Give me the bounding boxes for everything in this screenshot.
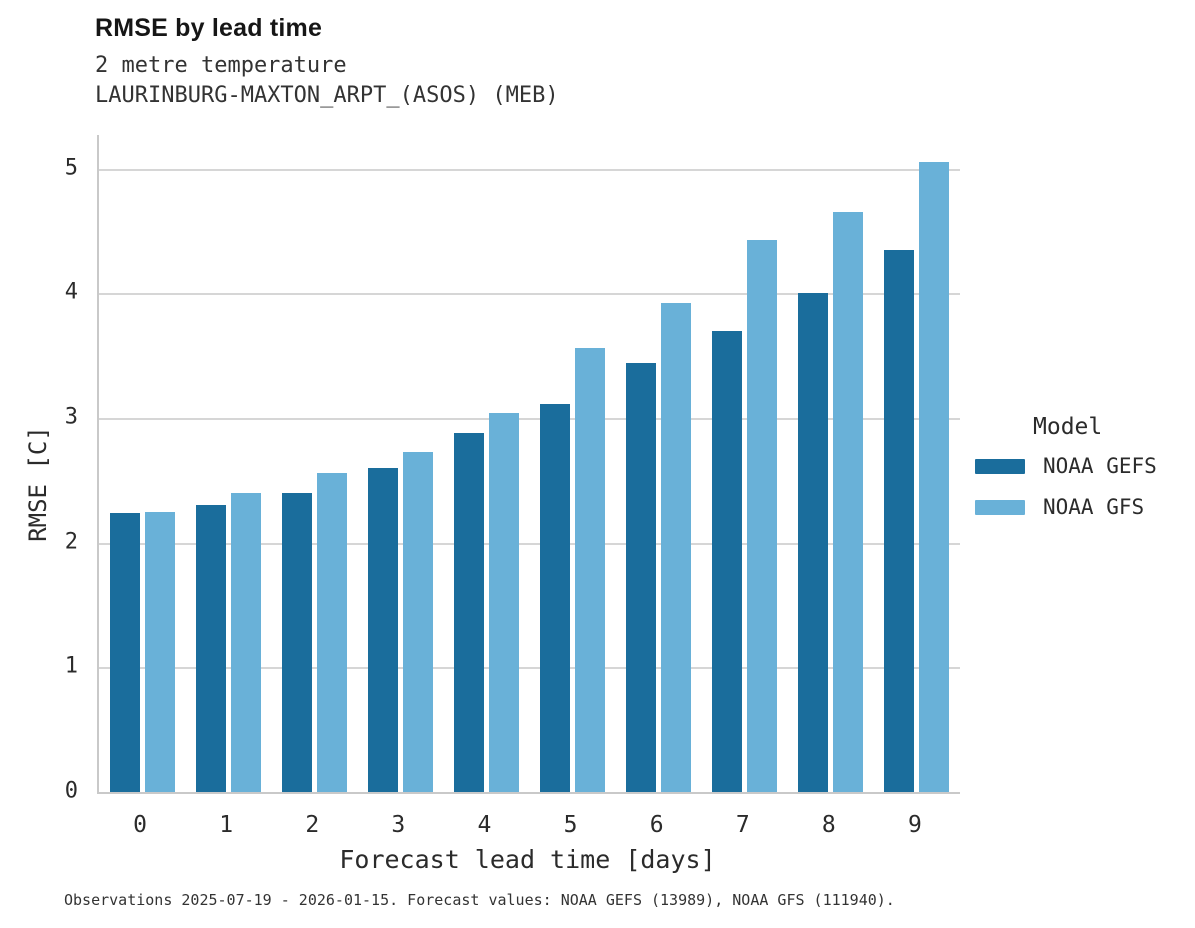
x-tick-label-9: 9 xyxy=(908,812,922,838)
legend-entry-noaa-gfs: NOAA GFS xyxy=(975,495,1157,519)
bar-noaa-gefs-day1 xyxy=(195,505,226,792)
bar-noaa-gfs-day3 xyxy=(402,451,433,792)
legend-label-noaa-gefs: NOAA GEFS xyxy=(1043,454,1157,478)
bar-noaa-gfs-day7 xyxy=(747,239,778,792)
x-tick-label-3: 3 xyxy=(391,812,406,838)
x-tick-label-6: 6 xyxy=(649,812,664,838)
bar-noaa-gfs-day8 xyxy=(833,212,864,792)
legend: Model NOAA GEFS NOAA GFS xyxy=(975,414,1157,536)
bar-noaa-gefs-day6 xyxy=(626,363,657,792)
x-tick-label-4: 4 xyxy=(477,812,492,838)
gridline-y-5 xyxy=(99,168,960,171)
legend-swatch-noaa-gefs xyxy=(975,458,1025,474)
bar-noaa-gefs-day3 xyxy=(367,467,398,792)
legend-swatch-noaa-gfs xyxy=(975,499,1025,515)
gridline-y-3 xyxy=(99,417,960,420)
x-axis-title: Forecast lead time [days] xyxy=(339,845,716,874)
x-tick-label-0: 0 xyxy=(133,812,147,838)
legend-label-noaa-gfs: NOAA GFS xyxy=(1043,495,1145,519)
bar-noaa-gefs-day7 xyxy=(712,330,743,792)
plot-area xyxy=(97,135,960,794)
legend-entry-noaa-gefs: NOAA GEFS xyxy=(975,454,1157,478)
y-tick-label-4: 4 xyxy=(64,279,78,305)
legend-title: Model xyxy=(1033,414,1103,440)
bar-noaa-gefs-day2 xyxy=(281,492,312,792)
bar-noaa-gefs-day8 xyxy=(798,293,829,792)
bar-noaa-gfs-day9 xyxy=(919,162,950,792)
bar-noaa-gefs-day0 xyxy=(109,512,140,792)
bar-noaa-gefs-day5 xyxy=(540,404,571,792)
x-tick-label-1: 1 xyxy=(219,812,234,838)
bar-noaa-gfs-day2 xyxy=(316,472,347,792)
y-tick-label-2: 2 xyxy=(64,529,78,555)
y-tick-label-3: 3 xyxy=(64,404,78,430)
bar-noaa-gfs-day4 xyxy=(488,413,519,792)
x-tick-label-8: 8 xyxy=(821,812,836,838)
bar-noaa-gfs-day1 xyxy=(230,492,261,792)
x-tick-label-5: 5 xyxy=(563,812,578,838)
bar-noaa-gfs-day0 xyxy=(144,511,175,792)
bar-noaa-gfs-day6 xyxy=(661,303,692,792)
footer-caption: Observations 2025-07-19 - 2026-01-15. Fo… xyxy=(64,891,895,909)
gridline-y-4 xyxy=(99,293,960,296)
title-block: RMSE by lead time 2 metre temperature LA… xyxy=(95,14,559,111)
bar-noaa-gfs-day5 xyxy=(575,348,606,792)
gridline-y-2 xyxy=(99,542,960,545)
y-tick-label-1: 1 xyxy=(64,653,78,679)
y-tick-label-0: 0 xyxy=(64,778,78,804)
gridline-y-1 xyxy=(99,667,960,670)
x-tick-label-2: 2 xyxy=(305,812,320,838)
y-tick-label-5: 5 xyxy=(64,155,78,181)
chart-subtitle-variable: 2 metre temperature xyxy=(95,53,347,78)
chart-subtitle-station: LAURINBURG-MAXTON_ARPT_(ASOS) (MEB) xyxy=(95,83,559,108)
x-tick-label-7: 7 xyxy=(735,812,750,838)
bar-noaa-gefs-day4 xyxy=(453,432,484,792)
chart-title: RMSE by lead time xyxy=(95,14,323,42)
bar-noaa-gefs-day9 xyxy=(884,249,915,792)
